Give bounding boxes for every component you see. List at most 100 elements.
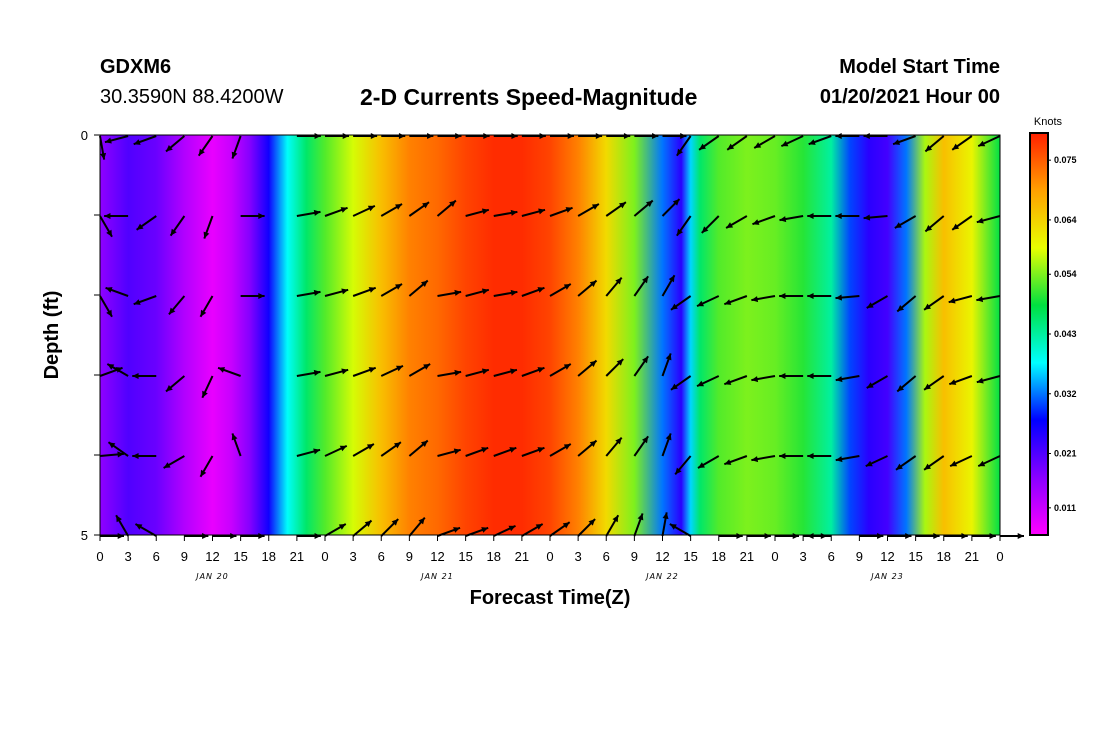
x-tick-label: 15 bbox=[908, 549, 922, 564]
current-arrow bbox=[132, 372, 157, 380]
current-arrow bbox=[324, 444, 348, 457]
current-arrow bbox=[951, 215, 973, 231]
current-arrow bbox=[549, 363, 572, 377]
current-arrow bbox=[521, 132, 546, 140]
current-arrow bbox=[670, 295, 692, 311]
current-arrow bbox=[779, 372, 804, 380]
current-arrow bbox=[718, 532, 743, 540]
x-tick-label: 9 bbox=[631, 549, 638, 564]
current-arrow bbox=[577, 359, 598, 377]
current-arrow bbox=[437, 448, 461, 457]
x-tick-label: 21 bbox=[290, 549, 304, 564]
station-id: GDXM6 bbox=[100, 56, 172, 78]
current-arrow bbox=[296, 532, 321, 540]
current-arrow bbox=[106, 363, 129, 377]
current-arrow bbox=[465, 446, 489, 457]
current-arrow bbox=[949, 455, 973, 468]
x-tick-label: 21 bbox=[515, 549, 529, 564]
current-arrow bbox=[807, 452, 832, 460]
current-arrow bbox=[465, 368, 490, 377]
current-arrow bbox=[661, 353, 672, 377]
y-axis-title: Depth (ft) bbox=[41, 291, 63, 380]
current-arrow bbox=[493, 368, 518, 377]
current-arrow bbox=[409, 132, 434, 140]
heatmap-band bbox=[100, 295, 1000, 375]
current-arrow bbox=[184, 532, 209, 540]
current-arrow bbox=[923, 455, 945, 471]
current-arrow bbox=[107, 441, 129, 457]
colorbar-tick-label: 0.064 bbox=[1054, 215, 1077, 225]
current-arrow bbox=[670, 375, 692, 391]
heatmap-band bbox=[100, 215, 1000, 295]
current-arrow bbox=[633, 513, 644, 537]
current-arrow bbox=[197, 135, 214, 157]
current-arrow bbox=[701, 215, 720, 234]
x-tick-label: 0 bbox=[546, 549, 553, 564]
current-arrow bbox=[835, 212, 860, 220]
current-arrow bbox=[896, 375, 917, 393]
current-arrow bbox=[697, 455, 720, 469]
current-arrow bbox=[212, 532, 237, 540]
current-arrow bbox=[521, 208, 546, 217]
current-arrow bbox=[380, 364, 404, 377]
current-arrow bbox=[696, 295, 720, 308]
current-arrow bbox=[779, 292, 804, 300]
current-arrow bbox=[104, 135, 129, 144]
current-arrow bbox=[201, 375, 214, 399]
current-arrow bbox=[751, 295, 776, 303]
current-arrow bbox=[633, 355, 649, 377]
current-arrow bbox=[408, 279, 429, 297]
x-axis-title: Forecast Time(Z) bbox=[470, 587, 631, 609]
current-arrow bbox=[723, 375, 748, 386]
current-arrow bbox=[605, 436, 623, 457]
x-tick-label: 18 bbox=[262, 549, 276, 564]
current-arrow bbox=[100, 532, 124, 540]
current-arrow bbox=[203, 215, 214, 239]
current-arrow bbox=[866, 375, 889, 389]
x-tick-label: 15 bbox=[458, 549, 472, 564]
current-arrow bbox=[324, 523, 347, 537]
current-arrow bbox=[231, 135, 242, 159]
current-arrow bbox=[578, 132, 603, 140]
current-arrow bbox=[605, 201, 627, 217]
current-arrow bbox=[296, 209, 321, 217]
current-arrow bbox=[134, 523, 157, 537]
current-arrow bbox=[549, 443, 572, 457]
colorbar-gradient bbox=[1029, 132, 1049, 536]
x-tick-label: 9 bbox=[181, 549, 188, 564]
x-tick-label: 0 bbox=[321, 549, 328, 564]
current-arrow bbox=[408, 201, 430, 217]
current-arrow bbox=[633, 435, 649, 457]
current-arrow bbox=[352, 366, 377, 377]
current-arrow bbox=[894, 215, 917, 229]
current-arrow bbox=[380, 441, 402, 457]
current-arrow bbox=[977, 135, 1001, 148]
current-arrow bbox=[105, 286, 129, 297]
colorbar-tick-label: 0.011 bbox=[1054, 503, 1076, 513]
x-tick-label: 6 bbox=[153, 549, 160, 564]
x-tick-label: 18 bbox=[937, 549, 951, 564]
current-arrow bbox=[835, 132, 860, 140]
current-arrow bbox=[752, 215, 776, 226]
current-arrow bbox=[549, 283, 572, 297]
current-arrow bbox=[726, 135, 748, 151]
current-arrow bbox=[165, 135, 186, 153]
current-arrow bbox=[746, 532, 771, 540]
current-arrow bbox=[133, 135, 157, 146]
current-arrow bbox=[381, 132, 406, 140]
current-arrow bbox=[661, 274, 676, 297]
current-arrow bbox=[859, 532, 884, 540]
heatmap-band bbox=[100, 135, 1000, 215]
current-arrow bbox=[99, 135, 107, 160]
current-arrow bbox=[165, 375, 186, 393]
current-arrow bbox=[549, 206, 573, 217]
current-arrow bbox=[676, 135, 692, 157]
x-tick-label: 12 bbox=[655, 549, 669, 564]
current-arrow bbox=[865, 455, 888, 468]
current-arrow bbox=[240, 212, 265, 220]
current-arrow bbox=[296, 289, 321, 297]
current-arrow bbox=[924, 215, 945, 233]
current-arrow bbox=[661, 512, 669, 537]
current-arrow bbox=[807, 212, 832, 220]
current-arrow bbox=[753, 135, 776, 149]
